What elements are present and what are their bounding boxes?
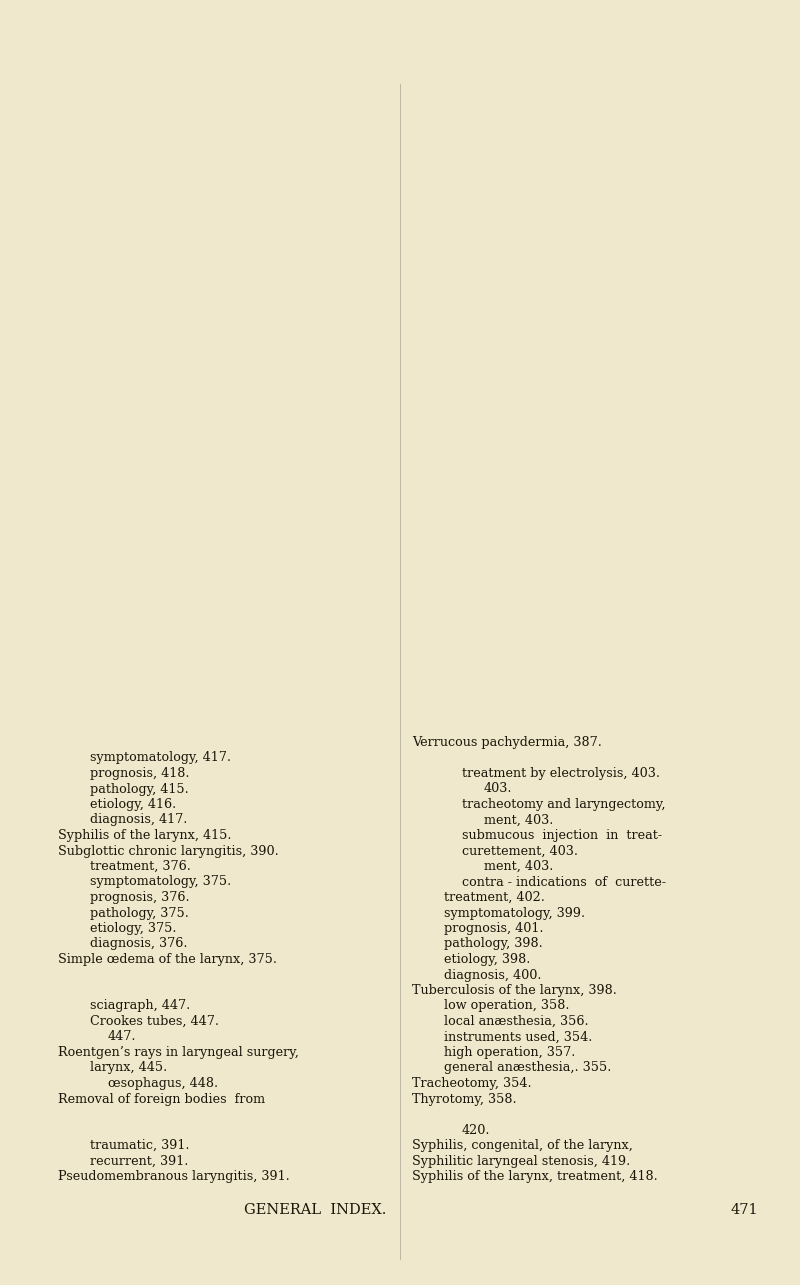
Text: treatment, 402.: treatment, 402.	[444, 891, 545, 905]
Text: pathology, 415.: pathology, 415.	[90, 783, 189, 795]
Text: Syphilis of the larynx, 415.: Syphilis of the larynx, 415.	[58, 829, 231, 842]
Text: submucous  injection  in  treat-: submucous injection in treat-	[462, 829, 662, 842]
Text: diagnosis, 417.: diagnosis, 417.	[90, 813, 187, 826]
Text: ment, 403.: ment, 403.	[484, 813, 554, 826]
Text: curettement, 403.: curettement, 403.	[462, 844, 578, 857]
Text: pathology, 375.: pathology, 375.	[90, 906, 189, 920]
Text: etiology, 416.: etiology, 416.	[90, 798, 176, 811]
Text: etiology, 375.: etiology, 375.	[90, 923, 177, 935]
Text: GENERAL  INDEX.: GENERAL INDEX.	[244, 1203, 386, 1217]
Text: larynx, 445.: larynx, 445.	[90, 1061, 167, 1074]
Text: recurrent, 391.: recurrent, 391.	[90, 1154, 188, 1168]
Text: œsophagus, 448.: œsophagus, 448.	[108, 1077, 218, 1090]
Text: tracheotomy and laryngectomy,: tracheotomy and laryngectomy,	[462, 798, 666, 811]
Text: etiology, 398.: etiology, 398.	[444, 953, 530, 966]
Text: symptomatology, 375.: symptomatology, 375.	[90, 875, 231, 888]
Text: Syphilitic laryngeal stenosis, 419.: Syphilitic laryngeal stenosis, 419.	[412, 1154, 630, 1168]
Text: pathology, 398.: pathology, 398.	[444, 938, 542, 951]
Text: Roentgen’s rays in laryngeal surgery,: Roentgen’s rays in laryngeal surgery,	[58, 1046, 299, 1059]
Text: Verrucous pachydermia, 387.: Verrucous pachydermia, 387.	[412, 736, 602, 749]
Text: low operation, 358.: low operation, 358.	[444, 1000, 570, 1013]
Text: high operation, 357.: high operation, 357.	[444, 1046, 575, 1059]
Text: Tracheotomy, 354.: Tracheotomy, 354.	[412, 1077, 532, 1090]
Text: traumatic, 391.: traumatic, 391.	[90, 1139, 190, 1151]
Text: Syphilis, congenital, of the larynx,: Syphilis, congenital, of the larynx,	[412, 1139, 633, 1151]
Text: contra - indications  of  curette-: contra - indications of curette-	[462, 875, 666, 888]
Text: diagnosis, 376.: diagnosis, 376.	[90, 938, 187, 951]
Text: Thyrotomy, 358.: Thyrotomy, 358.	[412, 1092, 517, 1105]
Text: 420.: 420.	[462, 1123, 490, 1136]
Text: Subglottic chronic laryngitis, 390.: Subglottic chronic laryngitis, 390.	[58, 844, 278, 857]
Text: Pseudomembranous laryngitis, 391.: Pseudomembranous laryngitis, 391.	[58, 1171, 290, 1183]
Text: local anæsthesia, 356.: local anæsthesia, 356.	[444, 1015, 589, 1028]
Text: Removal of foreign bodies  from: Removal of foreign bodies from	[58, 1092, 265, 1105]
Text: symptomatology, 399.: symptomatology, 399.	[444, 906, 585, 920]
Text: Tuberculosis of the larynx, 398.: Tuberculosis of the larynx, 398.	[412, 984, 617, 997]
Text: Syphilis of the larynx, treatment, 418.: Syphilis of the larynx, treatment, 418.	[412, 1171, 658, 1183]
Text: 447.: 447.	[108, 1031, 137, 1043]
Text: symptomatology, 417.: symptomatology, 417.	[90, 752, 231, 765]
Text: treatment by electrolysis, 403.: treatment by electrolysis, 403.	[462, 767, 660, 780]
Text: Simple œdema of the larynx, 375.: Simple œdema of the larynx, 375.	[58, 953, 277, 966]
Text: sciagraph, 447.: sciagraph, 447.	[90, 1000, 190, 1013]
Text: 471: 471	[730, 1203, 758, 1217]
Text: diagnosis, 400.: diagnosis, 400.	[444, 969, 542, 982]
Text: prognosis, 401.: prognosis, 401.	[444, 923, 543, 935]
Text: Crookes tubes, 447.: Crookes tubes, 447.	[90, 1015, 219, 1028]
Text: 403.: 403.	[484, 783, 513, 795]
Text: ment, 403.: ment, 403.	[484, 860, 554, 873]
Text: prognosis, 376.: prognosis, 376.	[90, 891, 190, 905]
Text: prognosis, 418.: prognosis, 418.	[90, 767, 190, 780]
Text: treatment, 376.: treatment, 376.	[90, 860, 191, 873]
Text: instruments used, 354.: instruments used, 354.	[444, 1031, 592, 1043]
Text: general anæsthesia,. 355.: general anæsthesia,. 355.	[444, 1061, 611, 1074]
